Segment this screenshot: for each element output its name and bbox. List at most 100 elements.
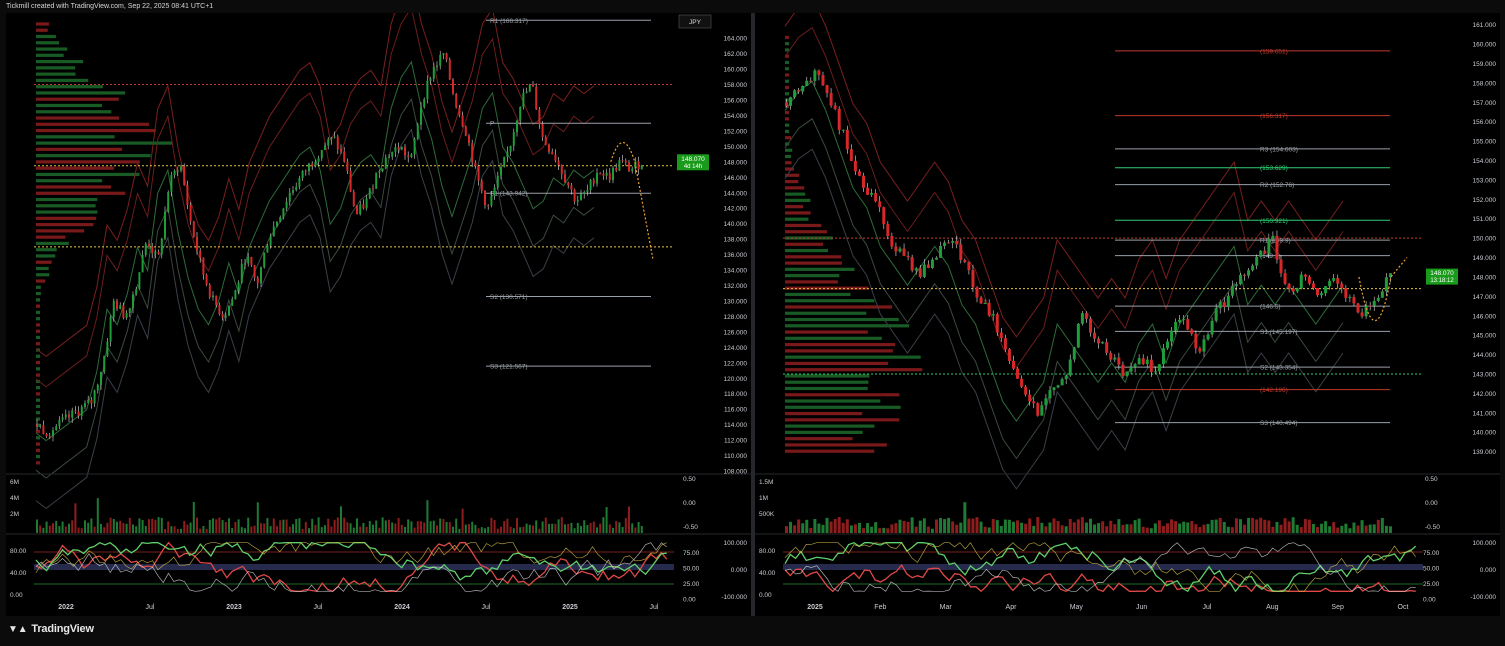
candle-body [631,168,634,172]
envelope-band-line [35,128,595,510]
volume-bar [1198,527,1202,533]
volume-bar [474,524,477,533]
candle-body [90,399,93,404]
left-chart-svg[interactable]: R1 (166.317) P S1 (143.942) S2 (130.571) S3 … [6,13,751,616]
volume-bar [1097,523,1101,533]
volume-bar [250,526,253,533]
volume-bar [1299,527,1303,533]
candle-body [260,267,262,284]
candle-body [292,190,294,193]
candle-body [1044,398,1048,406]
volume-bar [1336,527,1340,533]
volume-bar [234,522,237,533]
pivot-label: (159.651) [1260,48,1288,55]
volume-profile-bar [36,273,50,277]
candle-body [797,90,801,92]
candle-body [461,115,464,127]
candle-body [42,425,45,434]
volume-profile-bar [785,368,923,372]
time-axis-label: Oct [1398,604,1409,611]
volume-profile-bar [785,399,881,403]
volume-profile-bar [785,123,790,127]
oscillator-midband [34,564,674,570]
volume-profile-bar [36,160,140,164]
candle-body [1137,358,1141,365]
price-tick-label: 160.000 [1473,42,1497,49]
candle-body [963,259,967,263]
volume-bar [100,523,102,533]
volume-profile-bar [36,91,126,95]
candle-body [58,419,61,427]
volume-bar [1133,520,1137,533]
candle-body [349,170,352,192]
candle-body [1214,308,1218,321]
volume-profile-bar [785,67,789,71]
volume-bar [1275,521,1279,533]
price-tick-label: 138.000 [724,237,748,244]
volume-bar [922,518,926,533]
volume-profile-bar [785,161,792,165]
candle-body [983,302,987,304]
candle-body [857,171,861,176]
volume-profile-bar [36,417,40,421]
candle-body [837,108,841,130]
volume-bar [388,519,390,533]
candle-body [576,200,579,202]
volume-bar [452,526,454,533]
pivot-label: (153.629) [1260,165,1288,172]
candle-body [1052,387,1056,391]
volume-bar [979,521,983,533]
candle-body [1129,367,1133,372]
candle-body [253,265,256,278]
candle-body [1263,250,1267,254]
volume-bar [324,525,326,533]
volume-bar [605,507,608,533]
right-chart-svg[interactable]: (159.651) (156.317) R3 (154.603) (153.629) R… [755,13,1500,616]
volume-bar [592,521,595,533]
candle-body [1084,313,1088,319]
candle-body [605,172,608,176]
volume-bar [1149,528,1153,533]
volume-profile-bar [36,448,40,452]
candle-body [512,132,515,146]
volume-profile-bar [36,329,40,333]
candle-body [1186,319,1190,330]
right-chart-panel[interactable]: (159.651) (156.317) R3 (154.603) (153.629) R… [755,13,1500,616]
volume-bar [1251,517,1255,533]
price-tick-label: 124.000 [724,345,748,352]
price-tick-label: 160.000 [724,67,748,74]
volume-profile-bar [36,373,40,377]
candle-body [250,257,253,266]
panel-divider[interactable] [751,13,755,616]
candle-body [557,160,560,166]
candle-body [516,120,518,133]
volume-bar [849,525,853,533]
price-tick-label: 145.000 [1473,333,1497,340]
candle-body [1218,302,1222,309]
volume-bar [141,519,144,533]
left-chart-panel[interactable]: R1 (166.317) P S1 (143.942) S2 (130.571) S3 … [6,13,751,616]
pivot-label: R2 (152.76) [1260,182,1294,189]
candle-body [420,107,422,125]
candle-body [1332,278,1336,281]
candle-body [436,65,438,68]
volume-bar [260,523,262,533]
candle-body [173,170,176,176]
volume-profile-bar [785,186,805,190]
candle-body [1032,401,1036,404]
volume-bar [77,527,80,533]
volume-bar [58,526,61,533]
tradingview-brand[interactable]: ▼▲ TradingView [8,623,94,635]
price-tick-label: 159.000 [1473,61,1497,68]
moving-average-line [784,80,1344,422]
volume-bar [330,526,333,533]
time-axis-label: Jul [650,604,659,611]
candle-body [458,107,461,116]
candle-body [910,257,914,271]
volume-bar [429,521,432,533]
price-tick-label: 108.000 [724,469,748,476]
volume-bar [837,517,841,533]
volume-bar [375,520,378,533]
oscillator-axis-label: 25.00 [1423,581,1440,588]
volume-profile-bar [785,343,896,347]
